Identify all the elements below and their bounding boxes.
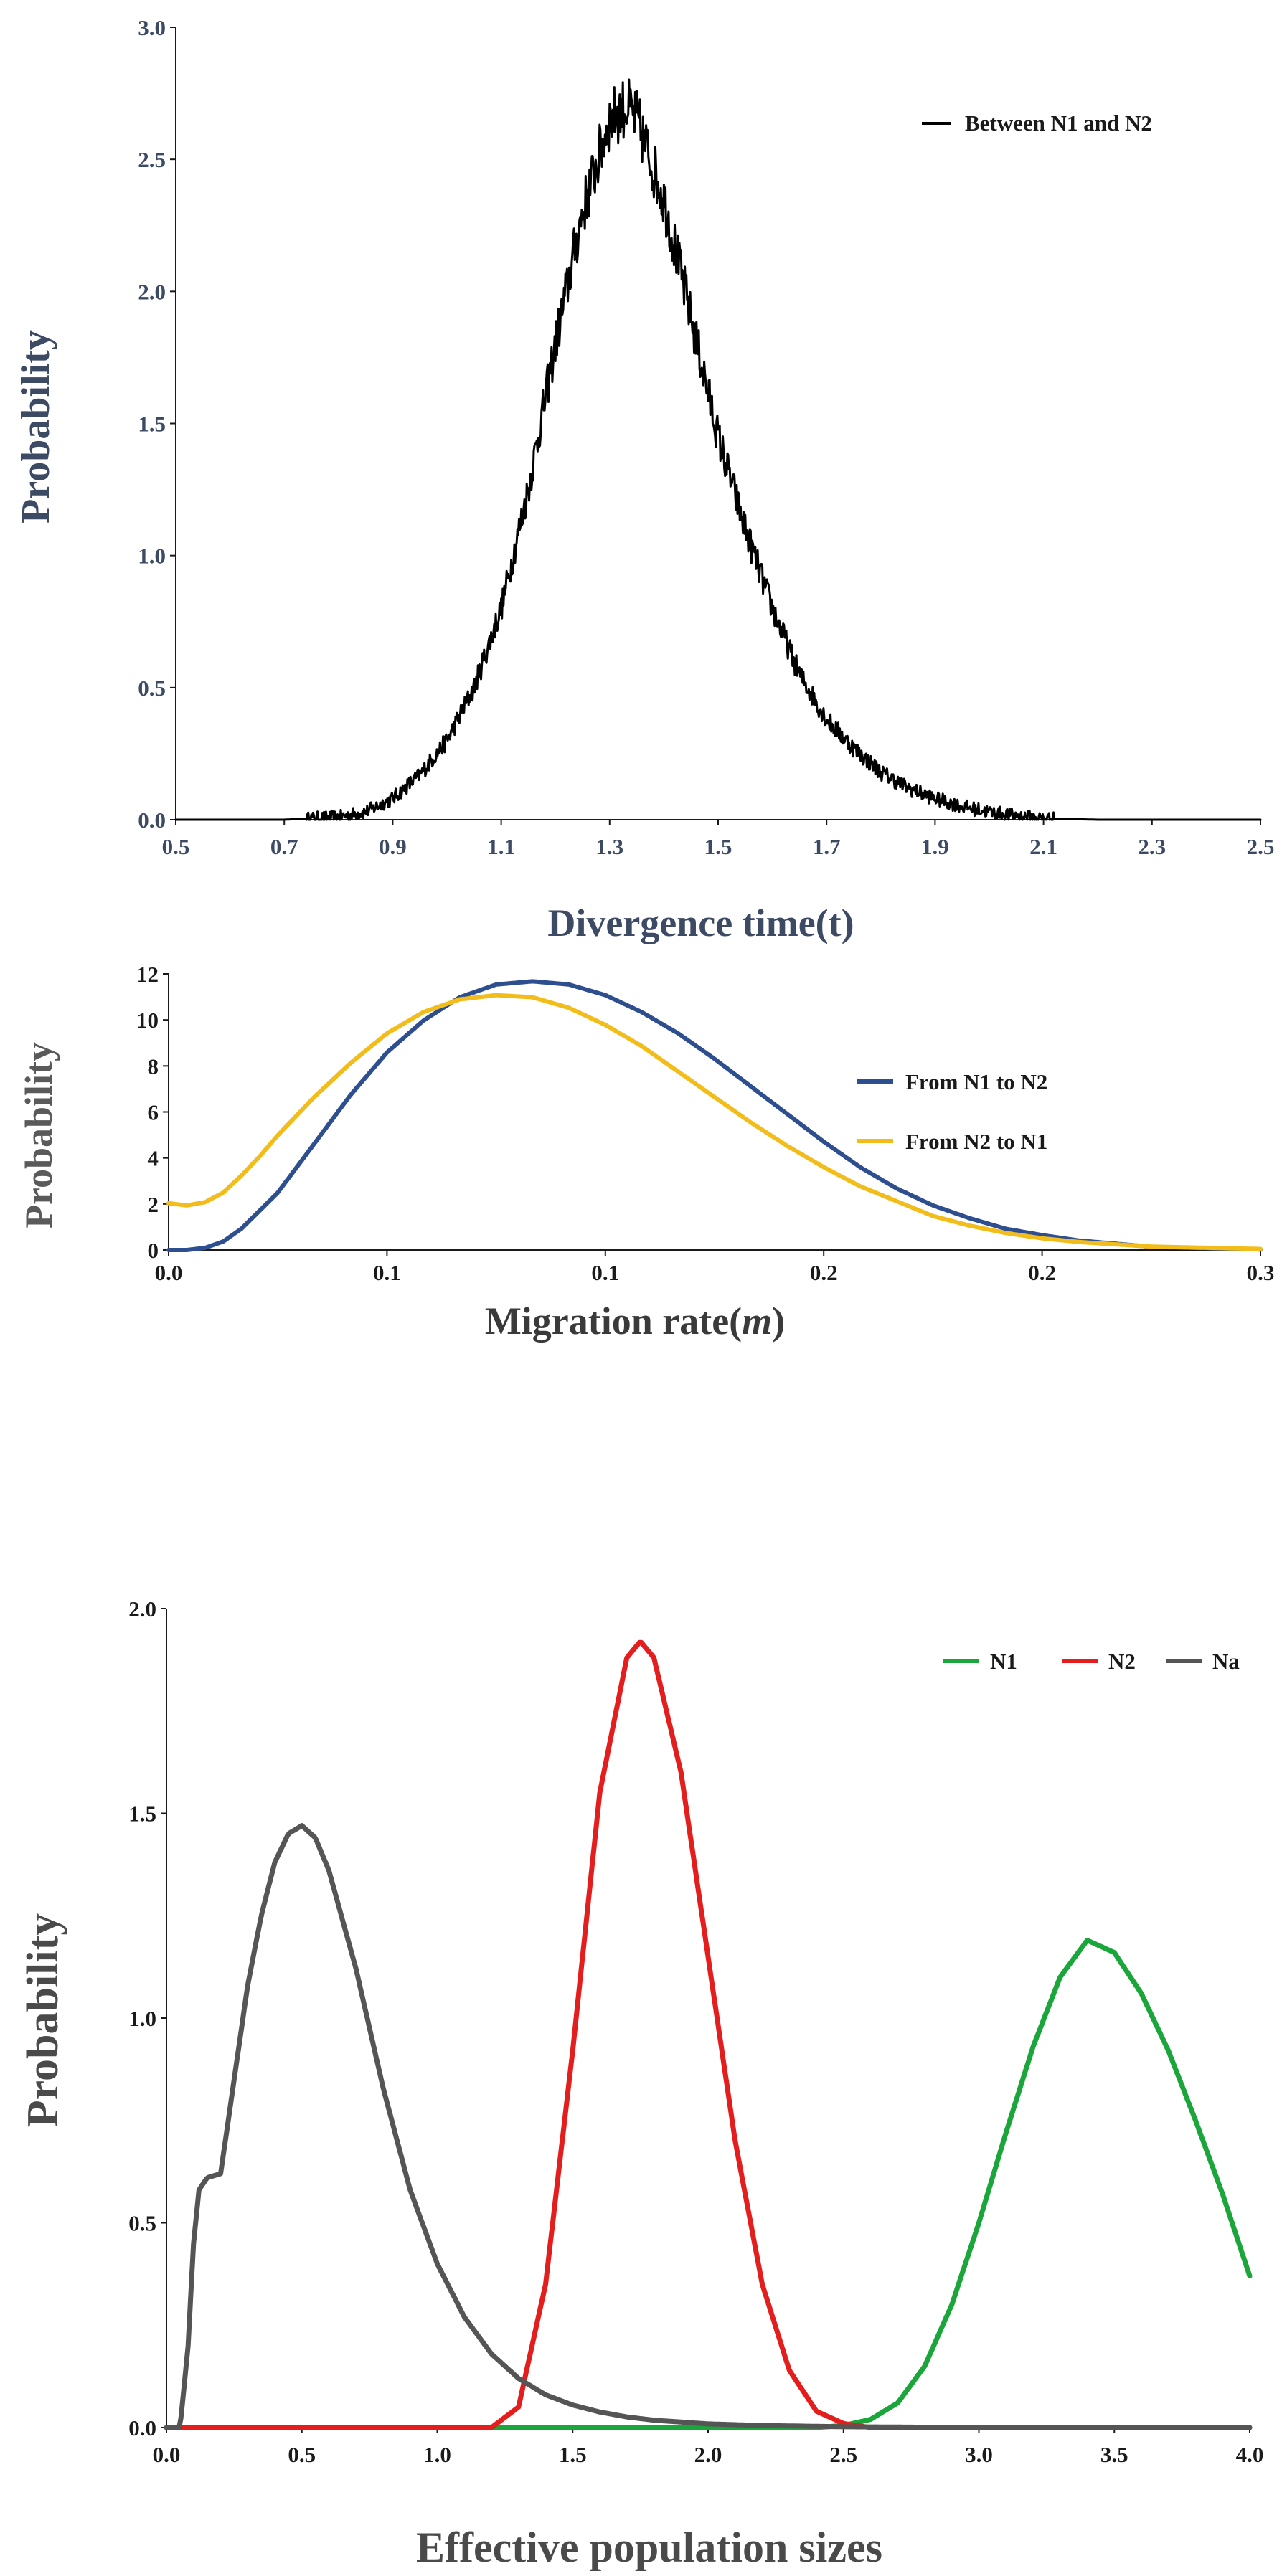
x-axis-title-effective-population-sizes: Effective population sizes	[416, 2524, 882, 2571]
y-tick-label: 8	[148, 1053, 159, 1079]
x-tick-label: 0.3	[1247, 1260, 1275, 1285]
x-tick-label: 1.5	[704, 834, 732, 859]
x-tick-label: 2.5	[1247, 834, 1275, 859]
x-tick-label: 1.7	[813, 834, 841, 859]
y-tick-label: 1.5	[128, 1801, 156, 1827]
y-tick-label: 0.0	[128, 2415, 156, 2440]
y-tick-label: 6	[148, 1100, 159, 1125]
y-tick-label: 1.5	[138, 412, 166, 437]
divergence-time-chart: 0.00.51.01.52.02.53.00.5 0.7 0.9 1.1 1.3 1.5 1…	[14, 15, 1274, 944]
y-tick-label: 2.5	[138, 147, 166, 172]
y-tick-label: 4	[148, 1146, 159, 1171]
y-axis-title-probability: Probability	[19, 1913, 67, 2128]
series-line-from-n2-to-n1	[166, 993, 1263, 1251]
y-axis-title-probability: Probability	[17, 1042, 60, 1228]
y-tick-label: 0.5	[128, 2211, 156, 2236]
legend-label-na: Na	[1212, 1649, 1240, 1674]
x-tick-label: 0.2	[810, 1260, 838, 1285]
y-tick-label: 0	[148, 1238, 159, 1263]
x-axis-title-migration-rate: Migration rate(m)	[485, 1299, 785, 1343]
x-tick-label: 1.1	[487, 834, 515, 859]
x-tick-label: 2.1	[1029, 834, 1057, 859]
y-axis-title-probability: Probability	[14, 330, 58, 524]
effective-population-sizes-chart: 0.0 0.5 1.0 1.5 2.0 0.0 0.5 1.0 1.5 2.0 2.5 3.0 3.5 4…	[19, 1596, 1263, 2571]
x-tick-label: 2.3	[1138, 834, 1166, 859]
legend-label-n1: N1	[990, 1649, 1017, 1674]
migration-rate-chart: 0 2 4 6 8 10 12 0.0 0.1 0.1 0.2 0.2 0.3 From N1 to N…	[17, 962, 1274, 1343]
legend-label-between-n1-n2: Between N1 and N2	[965, 110, 1152, 136]
y-tick-label: 2.0	[128, 1596, 156, 1621]
series-line-na	[164, 1823, 1253, 2430]
y-tick-label: 3.0	[138, 15, 166, 40]
x-tick-label: 0.7	[270, 834, 298, 859]
x-tick-label: 1.5	[559, 2442, 587, 2467]
y-tick-label: 0.5	[138, 676, 166, 701]
y-tick-label: 1.0	[138, 544, 166, 569]
x-tick-label: 0.5	[288, 2442, 316, 2467]
x-tick-label: 0.9	[379, 834, 407, 859]
x-tick-label: 2.5	[829, 2442, 857, 2467]
x-tick-label: 1.0	[423, 2442, 451, 2467]
x-tick-label: 0.2	[1028, 1260, 1056, 1285]
legend-label-n2-to-n1: From N2 to N1	[905, 1129, 1047, 1154]
x-tick-label: 0.1	[373, 1260, 401, 1285]
x-axis-title-divergence-time: Divergence time(t)	[547, 901, 854, 944]
x-tick-label: 0.1	[591, 1260, 619, 1285]
y-tick-label: 2.0	[138, 279, 166, 304]
x-tick-label: 3.0	[965, 2442, 993, 2467]
x-tick-label: 4.0	[1236, 2442, 1264, 2467]
y-tick-label: 0.0	[138, 808, 166, 833]
x-tick-label: 0.0	[155, 1260, 183, 1285]
y-tick-label: 12	[136, 962, 159, 987]
legend-label-n1-to-n2: From N1 to N2	[905, 1069, 1047, 1094]
x-tick-label: 0.5	[162, 834, 190, 859]
x-tick-label: 3.5	[1100, 2442, 1128, 2467]
x-tick-label: 0.0	[153, 2442, 181, 2467]
x-tick-label: 1.3	[595, 834, 623, 859]
x-tick-label: 2.0	[694, 2442, 722, 2467]
series-line-between-n1-and-n2	[174, 78, 1262, 821]
x-tick-label: 1.9	[921, 834, 949, 859]
y-tick-label: 1.0	[128, 2006, 156, 2031]
legend-label-n2: N2	[1108, 1649, 1136, 1674]
y-tick-label: 10	[136, 1008, 159, 1033]
y-tick-label: 2	[148, 1192, 159, 1217]
